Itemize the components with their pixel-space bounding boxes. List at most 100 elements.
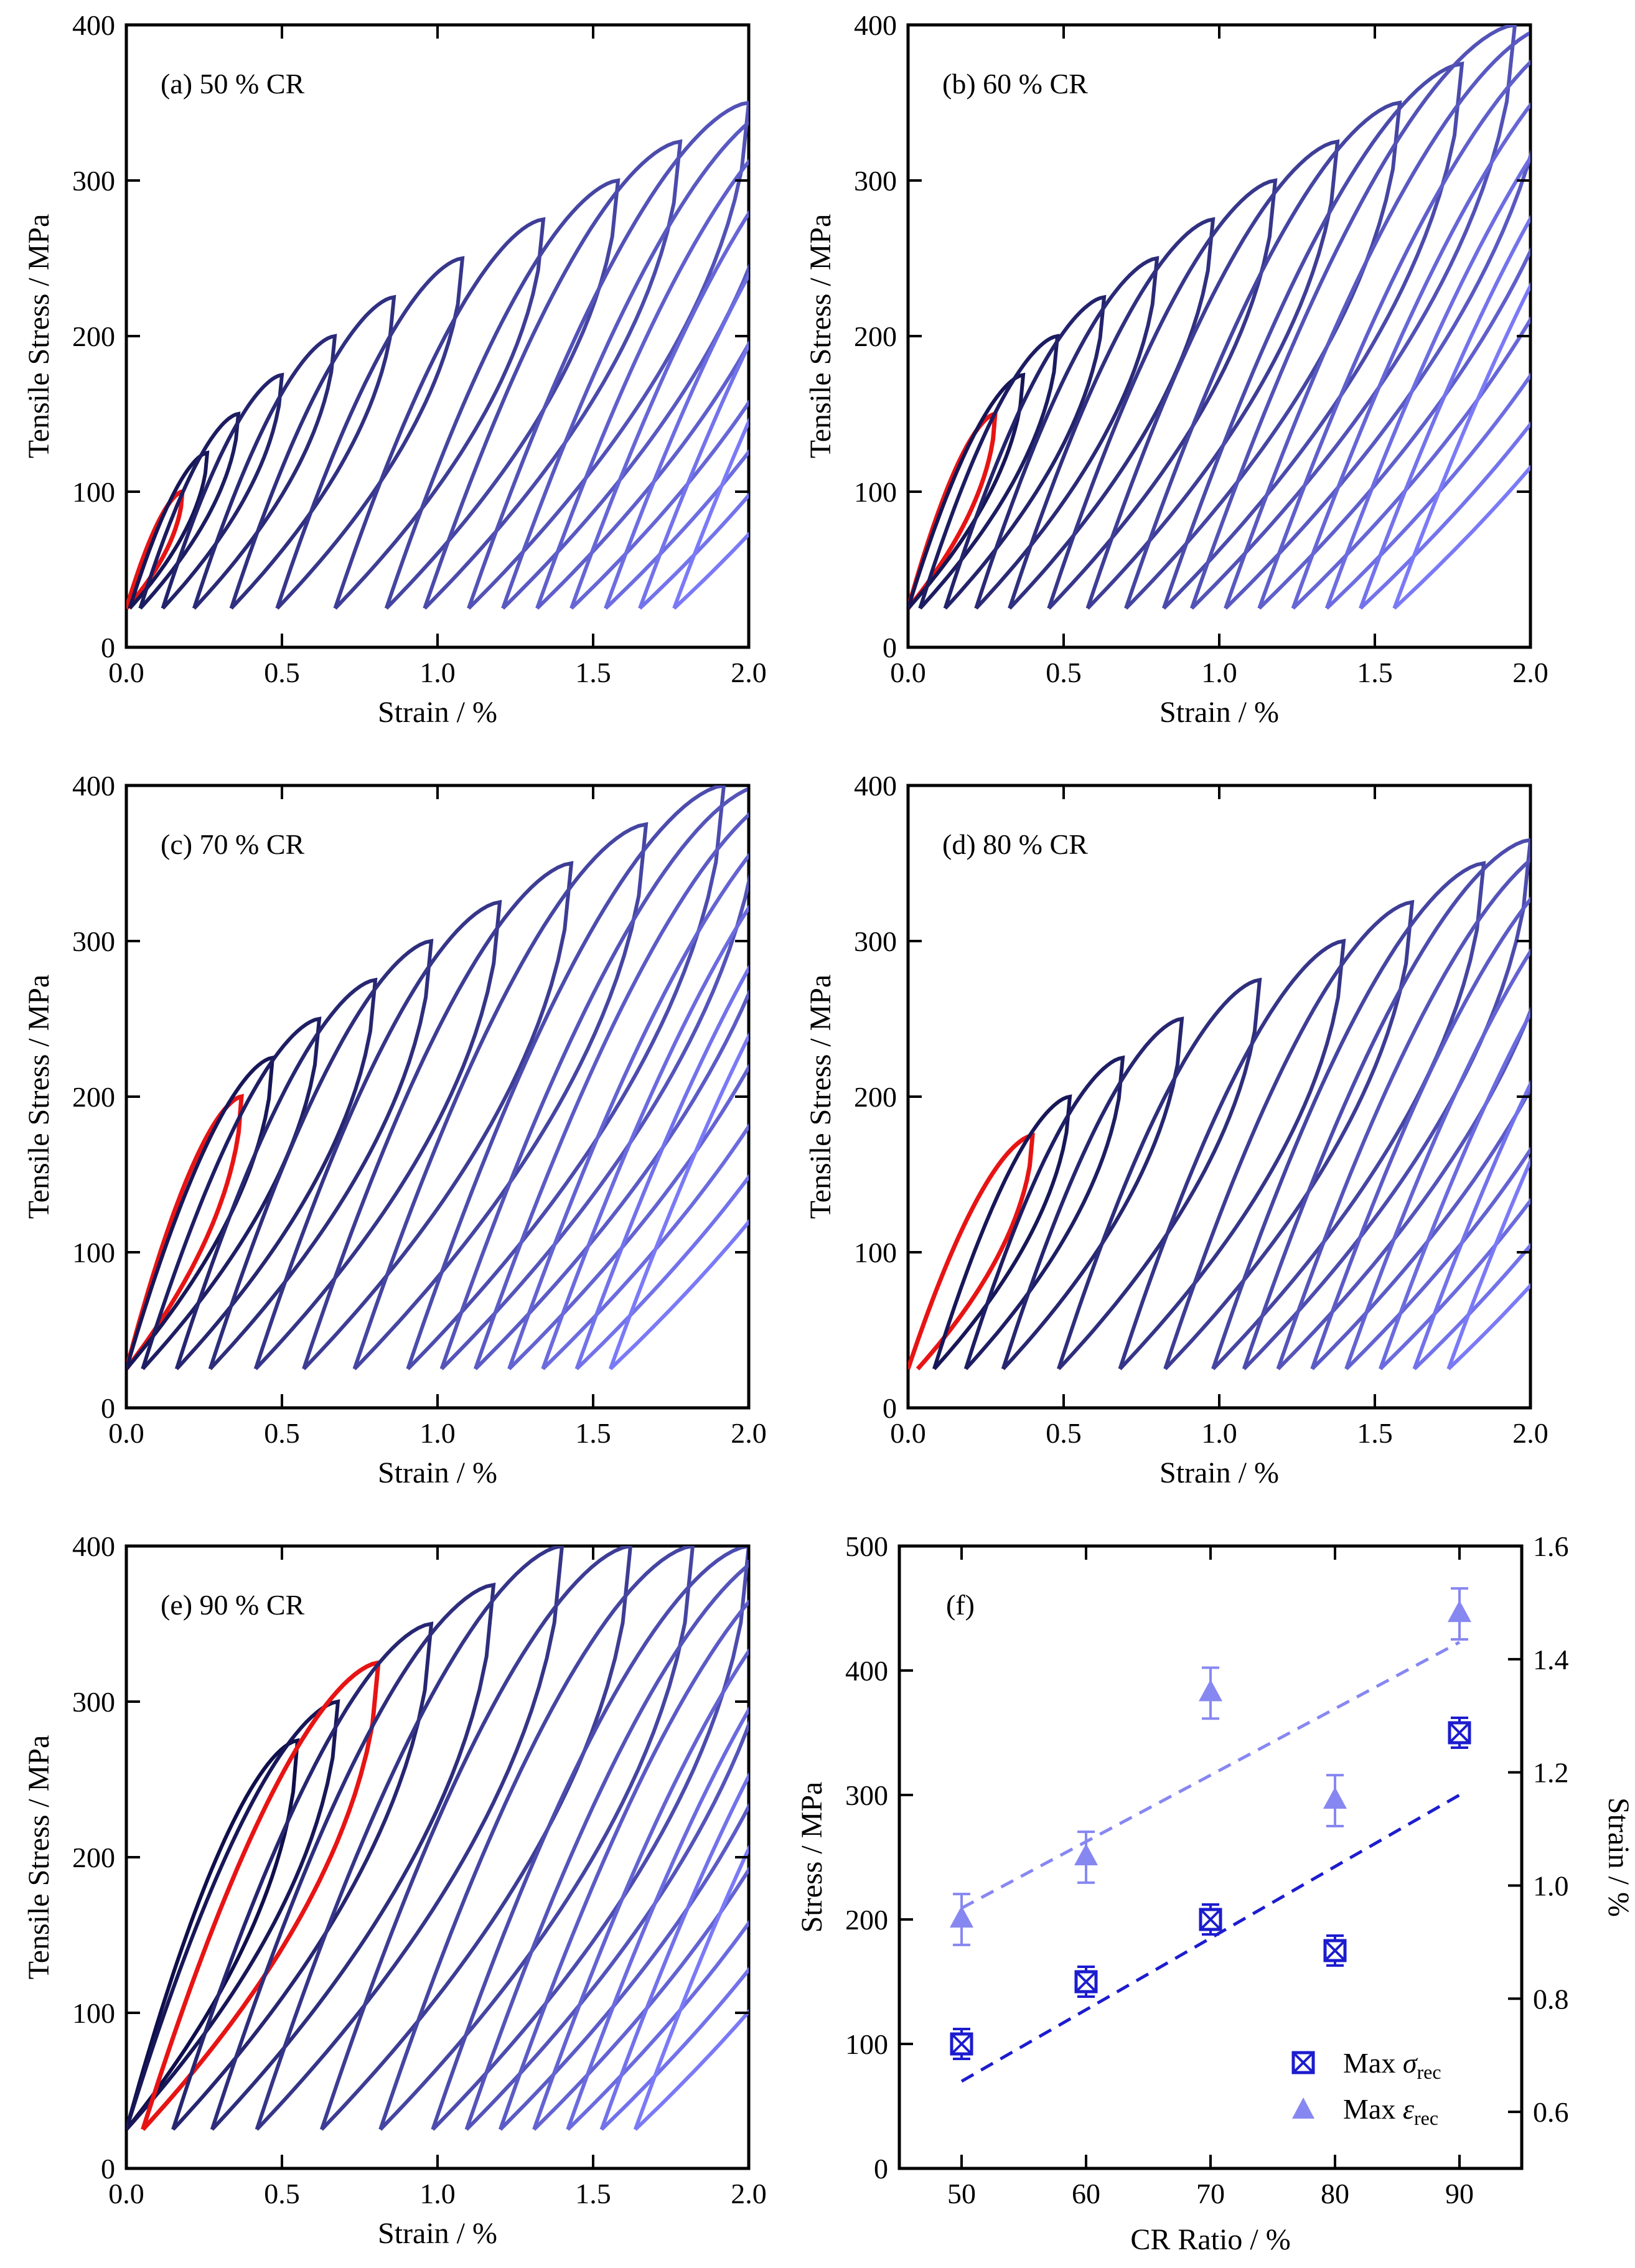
cycle-curve <box>128 450 210 610</box>
x-tick-label: 1.5 <box>1357 1417 1393 1449</box>
cycle-curve <box>963 1055 1125 1371</box>
strain-marker <box>1074 1844 1098 1865</box>
x-tick-label: 1.0 <box>1201 657 1237 688</box>
cycle-curve <box>1189 25 1517 610</box>
x-tick-label: 50 <box>947 2178 976 2209</box>
cycle-curve <box>255 1546 565 2131</box>
cycle-curve <box>1359 214 1530 610</box>
cycle-curve <box>210 1582 496 2131</box>
panel-f-annotation: (f) <box>946 1589 975 1621</box>
panel-b-ticks: 0.0 0.5 1.0 1.5 2.0 0 100 200 300 400 <box>854 9 1548 688</box>
stress-point <box>1448 1717 1471 1749</box>
cycle-curve <box>1118 939 1346 1371</box>
stress-marker-cross <box>1075 1970 1097 1993</box>
stress-point <box>1199 1903 1222 1936</box>
y-tick-label: 400 <box>72 1530 115 1562</box>
x-tick-label: 1.5 <box>575 2178 611 2209</box>
y2-tick-label: 1.4 <box>1533 1644 1569 1675</box>
x-tick-label: 60 <box>1072 2178 1100 2209</box>
y-tick-label: 0 <box>883 1392 897 1424</box>
panel-c: 0.0 0.5 1.0 1.5 2.0 0 100 200 300 400 (c) 70 % CR… <box>22 770 767 1489</box>
y-tick-label: 300 <box>854 925 897 957</box>
cycle-curve <box>439 787 749 1371</box>
panel-d-plot-frame <box>906 784 1532 1410</box>
cycle-curve <box>1057 977 1262 1371</box>
x-tick-label: 1.0 <box>1201 1417 1237 1449</box>
x-tick-label: 1.0 <box>419 2178 456 2209</box>
cycle-curve <box>1242 838 1530 1371</box>
y-tick-label: 200 <box>854 1081 897 1113</box>
legend-label-strain: Max εrec <box>1343 2093 1438 2129</box>
strain-marker <box>1323 1787 1347 1809</box>
panel-f-ylabel: Stress / MPa <box>795 1782 828 1933</box>
panel-e-xlabel: Strain / % <box>378 2217 497 2250</box>
panel-d: 0.0 0.5 1.0 1.5 2.0 0 100 200 300 400 (d) 80 % CR… <box>804 770 1548 1489</box>
panel-f-legend: Max σrec Max εrec <box>1291 2047 1441 2129</box>
y-tick-label: 100 <box>854 476 897 508</box>
y2-tick-label: 1.2 <box>1533 1757 1569 1789</box>
panel-b-ylabel: Tensile Stress / MPa <box>804 214 837 459</box>
cycle-curve <box>574 964 749 1371</box>
y-tick-label: 400 <box>72 9 115 41</box>
cycle-curve <box>161 372 284 610</box>
legend-stress-subscript: rec <box>1417 2061 1441 2083</box>
y-tick-label: 0 <box>101 632 115 663</box>
x-tick-label: 80 <box>1321 2178 1349 2209</box>
panel-b-annotation: (b) 60 % CR <box>942 68 1088 100</box>
cycle-curve <box>138 411 241 610</box>
y2-tick-label: 0.6 <box>1533 2096 1569 2128</box>
cycle-curve <box>1001 1016 1184 1371</box>
stress-point <box>1323 1934 1347 1967</box>
y-tick-label: 500 <box>845 1530 888 1562</box>
cycle-curve <box>1224 30 1530 610</box>
strain-marker <box>1199 1679 1222 1702</box>
panel-d-annotation: (d) 80 % CR <box>942 828 1088 860</box>
stress-marker-cross <box>1199 1908 1222 1931</box>
panel-c-plot-frame <box>124 784 751 1410</box>
y-tick-label: 0 <box>101 2153 115 2185</box>
cycle-curve <box>1276 857 1530 1371</box>
cycle-curve <box>974 256 1159 610</box>
x-tick-label: 0.0 <box>108 657 144 688</box>
cycle-curve <box>1124 100 1402 610</box>
cycle-curve <box>608 1032 749 1371</box>
y-tick-label: 200 <box>72 1081 115 1113</box>
y-tick-label: 300 <box>72 165 115 197</box>
cycle-curve <box>384 178 621 610</box>
panel-e-ylabel: Tensile Stress / MPa <box>22 1735 55 1980</box>
strain-marker <box>950 1906 973 1928</box>
x-tick-label: 90 <box>1445 2178 1474 2209</box>
cycle-curve <box>406 785 726 1371</box>
cycle-curve <box>532 1647 749 2131</box>
recoverable-cycle-curve <box>126 1094 244 1371</box>
y-tick-label: 100 <box>72 476 115 508</box>
cycle-curve <box>174 977 378 1371</box>
x-tick-label: 1.0 <box>419 1417 456 1449</box>
cycle-curve <box>126 1699 340 2131</box>
y-tick-label: 0 <box>883 632 897 663</box>
strain-point <box>950 1893 973 1946</box>
x-tick-label: 0.0 <box>108 1417 144 1449</box>
x-tick-label: 2.0 <box>731 657 767 688</box>
x-tick-label: 0.5 <box>264 1417 300 1449</box>
y-tick-label: 200 <box>854 321 897 352</box>
cycle-curve <box>378 1546 695 2131</box>
strain-point <box>1074 1830 1098 1884</box>
cycle-curve <box>638 340 749 610</box>
panel-d-ylabel: Tensile Stress / MPa <box>804 975 837 1219</box>
cycle-curve <box>918 334 1060 610</box>
cycle-curve <box>569 210 749 610</box>
x-tick-label: 1.0 <box>419 657 456 688</box>
cycle-curve <box>319 1546 633 2131</box>
panel-c-ticks: 0.0 0.5 1.0 1.5 2.0 0 100 200 300 400 <box>72 770 767 1449</box>
y-tick-label: 0 <box>101 1392 115 1424</box>
stress-marker-cross <box>1324 1939 1346 1962</box>
x-tick-label: 2.0 <box>731 2178 767 2209</box>
x-tick-label: 0.0 <box>890 657 926 688</box>
panel-f-fit-lines <box>960 1641 1461 2083</box>
x-tick-label: 0.5 <box>1046 657 1082 688</box>
cycle-curve <box>1344 948 1530 1371</box>
x-tick-label: 0.0 <box>108 2178 144 2209</box>
panel-a-annotation: (a) 50 % CR <box>161 68 305 100</box>
stress-point <box>950 2028 973 2060</box>
